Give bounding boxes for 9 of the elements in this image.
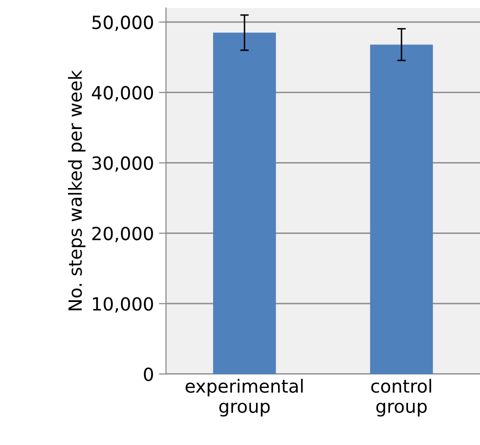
y-tick-label: 20,000 bbox=[92, 226, 153, 242]
x-tick-label: control group bbox=[371, 378, 432, 417]
y-tick-label: 30,000 bbox=[92, 156, 153, 172]
y-tick-label: 50,000 bbox=[92, 16, 153, 32]
x-tick-label: experimental group bbox=[186, 378, 303, 417]
y-tick-label: 40,000 bbox=[92, 86, 153, 102]
y-tick-label: 0 bbox=[144, 367, 153, 382]
y-axis-title: No. steps walked per week bbox=[68, 70, 86, 310]
y-tick-label: 10,000 bbox=[93, 297, 153, 313]
